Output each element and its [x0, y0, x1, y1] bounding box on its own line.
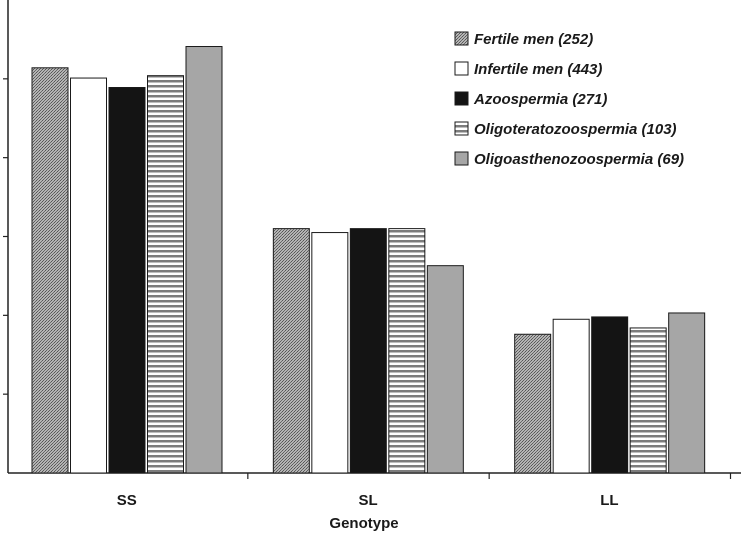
bars — [31, 46, 706, 474]
legend-swatch-5 — [454, 151, 469, 166]
category-labels: SS SL LL — [117, 492, 619, 509]
x-ticks — [247, 473, 732, 479]
legend-swatch-3 — [454, 91, 469, 106]
bar-ll-series-5 — [668, 312, 706, 474]
bar-ll-series-1 — [514, 333, 552, 474]
bar-ss-series-4 — [147, 75, 184, 474]
bar-ll-series-3 — [591, 316, 629, 474]
bar-sl-series-1 — [272, 228, 310, 474]
bar-sl-series-5 — [426, 265, 464, 474]
bar-ss-series-1 — [31, 67, 69, 474]
category-label-ss: SS — [117, 492, 137, 509]
legend-label-1: Fertile men (252) — [474, 31, 593, 48]
category-label-sl: SL — [358, 492, 377, 509]
bar-sl-series-4 — [388, 228, 426, 474]
bar-ss-series-3 — [108, 87, 146, 474]
legend-label-2: Infertile men (443) — [474, 61, 602, 78]
legend-label-3: Azoospermia (271) — [473, 91, 607, 108]
bar-ss-series-5 — [185, 46, 223, 474]
legend-label-4: Oligoteratozoospermia (103) — [474, 121, 677, 138]
bar-sl-series-3 — [349, 228, 387, 474]
y-ticks — [3, 78, 8, 395]
legend-swatch-1 — [454, 31, 469, 46]
x-axis-title: Genotype — [329, 515, 398, 532]
bar-ss-series-2 — [70, 77, 107, 474]
legend-swatch-2 — [454, 61, 469, 76]
legend: Fertile men (252) Infertile men (443) Azoo… — [454, 31, 684, 168]
category-label-ll: LL — [600, 492, 618, 509]
bar-ll-series-2 — [552, 318, 590, 474]
legend-label-5: Oligoasthenozoospermia (69) — [474, 151, 684, 168]
bar-ll-series-4 — [629, 327, 667, 474]
bar-sl-series-2 — [311, 232, 349, 474]
legend-swatch-4 — [454, 121, 469, 136]
